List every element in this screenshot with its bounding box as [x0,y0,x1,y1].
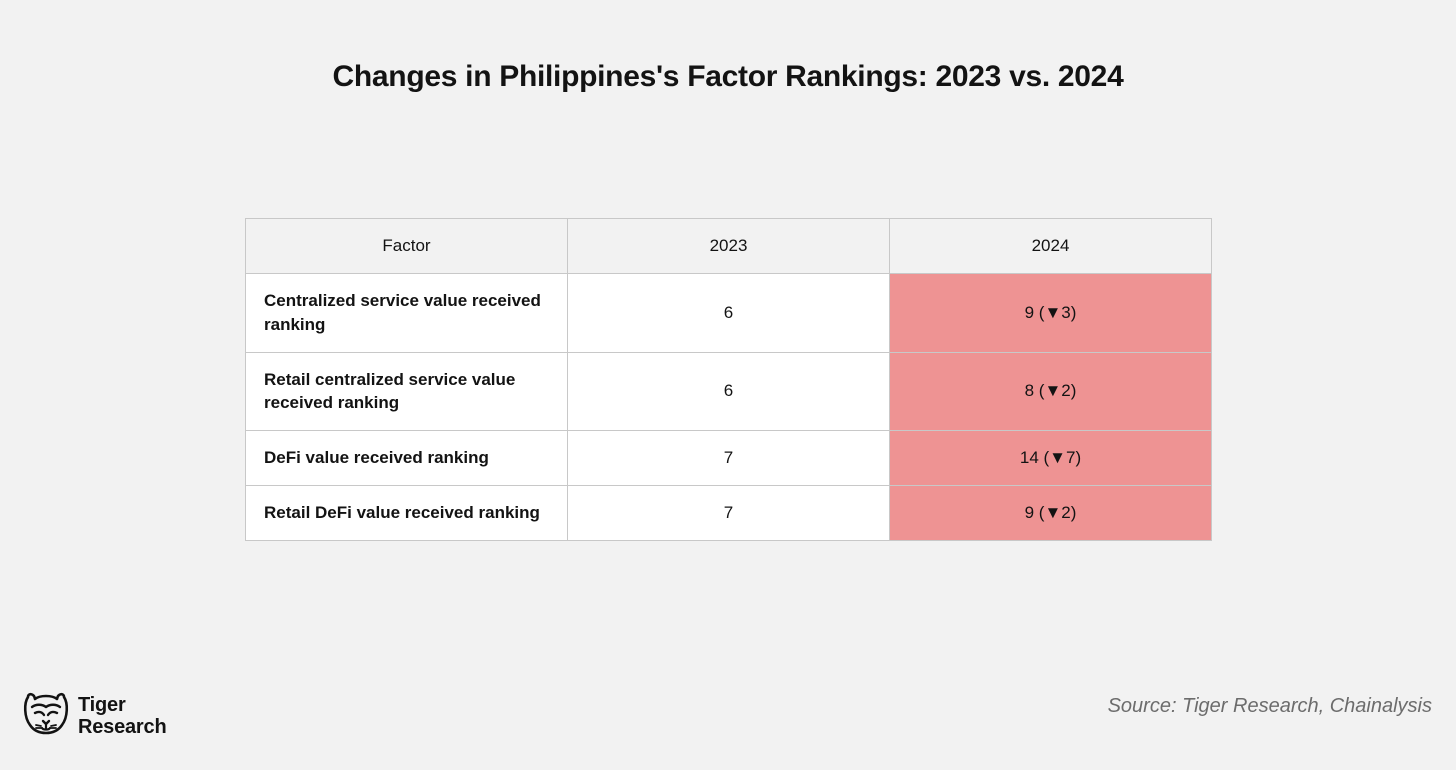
value-2024-cell: 9 (▼3) [890,274,1212,353]
table-row: Centralized service value received ranki… [246,274,1212,353]
brand-name: Tiger Research [78,694,166,738]
factor-cell: DeFi value received ranking [246,431,568,486]
value-2023-cell: 6 [568,274,890,353]
brand-logo: Tiger Research [22,691,166,740]
rankings-table-container: Factor 2023 2024 Centralized service val… [245,218,1211,541]
value-2023-cell: 6 [568,352,890,431]
brand-name-line1: Tiger [78,694,166,716]
table-row: Retail centralized service value receive… [246,352,1212,431]
table-header-row: Factor 2023 2024 [246,219,1212,274]
factor-cell: Retail centralized service value receive… [246,352,568,431]
rankings-table: Factor 2023 2024 Centralized service val… [245,218,1212,541]
col-header-2024: 2024 [890,219,1212,274]
value-2024-cell: 9 (▼2) [890,485,1212,540]
tiger-icon [22,691,70,740]
col-header-factor: Factor [246,219,568,274]
value-2023-cell: 7 [568,485,890,540]
table-row: DeFi value received ranking 7 14 (▼7) [246,431,1212,486]
brand-name-line2: Research [78,716,166,738]
table-row: Retail DeFi value received ranking 7 9 (… [246,485,1212,540]
page-title: Changes in Philippines's Factor Rankings… [0,60,1456,94]
col-header-2023: 2023 [568,219,890,274]
value-2024-cell: 14 (▼7) [890,431,1212,486]
factor-cell: Centralized service value received ranki… [246,274,568,353]
source-attribution: Source: Tiger Research, Chainalysis [1108,695,1432,718]
value-2024-cell: 8 (▼2) [890,352,1212,431]
value-2023-cell: 7 [568,431,890,486]
factor-cell: Retail DeFi value received ranking [246,485,568,540]
